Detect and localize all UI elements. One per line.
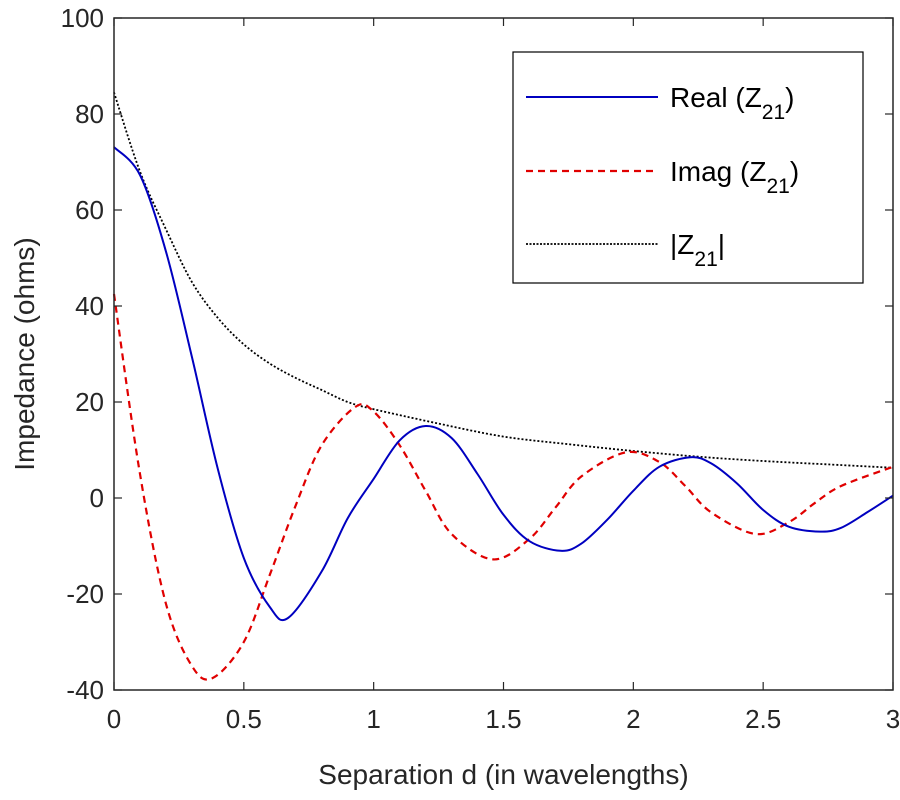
x-tick-label: 0 [107, 704, 121, 734]
x-tick-label: 1.5 [485, 704, 521, 734]
x-axis-label: Separation d (in wavelengths) [318, 759, 688, 790]
series-group [112, 92, 894, 681]
y-tick-label: 60 [75, 195, 104, 225]
y-axis: -40 -20 0 20 40 60 80 100 [61, 3, 893, 705]
x-tick-label: 1 [366, 704, 380, 734]
legend-label-magnitude: |Z21| [670, 229, 725, 271]
x-tick-label: 2 [626, 704, 640, 734]
y-tick-label: 0 [90, 483, 104, 513]
x-axis: 0 0.5 1 1.5 2 2.5 3 [107, 18, 900, 734]
series-line-real [113, 146, 894, 622]
legend: Real (Z21)Imag (Z21)|Z21| [512, 51, 864, 284]
legend-label-main: Imag (Z [670, 156, 766, 187]
legend-label-subscript: 21 [766, 175, 789, 198]
legend-label-tail: ) [785, 82, 794, 113]
series-line-imag [112, 293, 894, 681]
legend-label-main: Real (Z [670, 82, 762, 113]
y-tick-label: 80 [75, 99, 104, 129]
x-tick-label: 2.5 [745, 704, 781, 734]
legend-box [512, 51, 864, 284]
y-tick-label: 100 [61, 3, 104, 33]
legend-label-subscript: 21 [694, 248, 717, 271]
y-tick-label: 20 [75, 387, 104, 417]
legend-label-tail: | [718, 229, 725, 260]
legend-label-main: |Z [670, 229, 694, 260]
legend-label-tail: ) [790, 156, 799, 187]
y-tick-label: -20 [66, 579, 104, 609]
y-tick-label: 40 [75, 291, 104, 321]
legend-label-subscript: 21 [762, 101, 785, 124]
x-tick-label: 0.5 [226, 704, 262, 734]
y-tick-label: -40 [66, 675, 104, 705]
legend-label-imag: Imag (Z21) [670, 156, 799, 198]
x-tick-label: 3 [886, 704, 900, 734]
y-axis-label: Impedance (ohms) [9, 237, 40, 470]
series-line-magnitude [113, 92, 894, 469]
legend-label-real: Real (Z21) [670, 82, 794, 124]
